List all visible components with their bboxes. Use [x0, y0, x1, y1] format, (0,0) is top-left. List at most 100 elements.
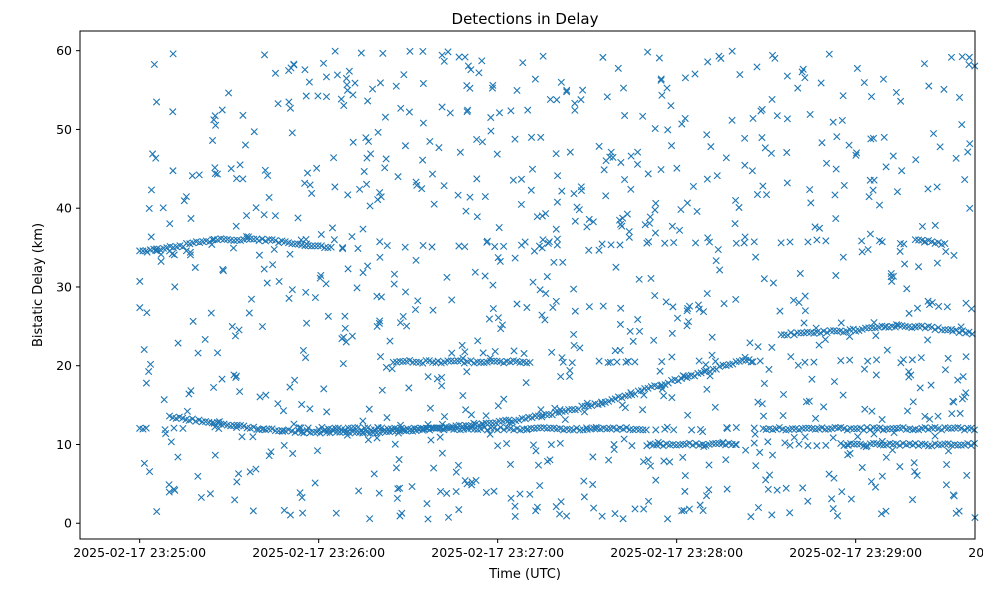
- detection-point: [557, 372, 565, 381]
- detection-point: [261, 166, 269, 174]
- track-point: [822, 441, 830, 449]
- detection-point: [395, 484, 404, 492]
- detection-point: [731, 220, 739, 228]
- detection-point: [689, 182, 697, 191]
- detection-point: [524, 106, 532, 114]
- detection-point: [860, 78, 868, 87]
- track-point: [253, 425, 261, 434]
- track-point: [523, 359, 531, 367]
- track-point: [215, 424, 223, 433]
- detection-point: [757, 107, 765, 115]
- track-point: [535, 242, 544, 250]
- detection-point: [364, 262, 372, 270]
- track-point: [217, 420, 225, 428]
- detection-point: [668, 329, 676, 337]
- detection-point: [288, 286, 296, 294]
- detection-point: [883, 346, 891, 354]
- track-point: [454, 357, 462, 365]
- detection-point: [740, 239, 748, 247]
- detection-point: [846, 332, 854, 341]
- detection-point: [209, 383, 218, 392]
- x-tick-label: 2025-02-17 23:27:00: [431, 545, 564, 560]
- detection-point: [748, 167, 756, 175]
- detection-point: [804, 497, 812, 505]
- detection-point: [238, 433, 246, 441]
- detection-point: [896, 247, 904, 255]
- detection-point: [299, 346, 307, 355]
- track-point: [875, 236, 884, 245]
- track-point: [220, 235, 228, 243]
- detection-point: [822, 159, 831, 167]
- detection-point: [667, 102, 675, 110]
- detection-point: [286, 383, 294, 391]
- track-point: [934, 238, 942, 247]
- detection-point: [947, 53, 956, 61]
- detection-point: [909, 398, 917, 406]
- track-point: [750, 439, 758, 447]
- detection-point: [296, 489, 304, 497]
- detection-point: [691, 239, 700, 247]
- detection-point: [844, 451, 852, 459]
- detection-point: [394, 485, 402, 493]
- detection-point: [174, 339, 182, 347]
- detection-point: [473, 135, 481, 144]
- detection-point: [438, 373, 446, 382]
- track-point: [970, 439, 978, 448]
- track-point: [150, 245, 158, 253]
- detection-point: [552, 297, 560, 305]
- track-point: [494, 442, 502, 450]
- detection-point: [716, 266, 724, 274]
- detection-point: [382, 363, 390, 371]
- detection-point: [941, 366, 950, 374]
- detection-point: [265, 193, 273, 202]
- detection-point: [213, 349, 222, 357]
- detection-point: [242, 211, 251, 220]
- detection-point: [252, 465, 260, 473]
- detection-point: [456, 148, 464, 156]
- y-tick-label: 10: [56, 437, 72, 452]
- detection-point: [531, 75, 539, 83]
- track-point: [301, 242, 309, 250]
- detection-point: [557, 78, 565, 86]
- detection-point: [925, 82, 933, 90]
- track-point: [271, 427, 279, 435]
- detection-point: [712, 257, 720, 265]
- detection-point: [458, 341, 466, 349]
- detection-point: [390, 270, 399, 278]
- detection-point: [783, 115, 792, 123]
- detection-point: [931, 221, 939, 229]
- detection-point: [230, 371, 238, 379]
- detection-point: [224, 89, 233, 97]
- track-point: [941, 440, 949, 448]
- detection-point: [213, 170, 221, 178]
- detection-point: [365, 405, 373, 413]
- track-point: [573, 424, 581, 432]
- track-point: [853, 440, 861, 448]
- detection-point: [494, 314, 503, 322]
- detection-point: [188, 172, 197, 180]
- detection-point: [493, 150, 501, 158]
- track-point: [321, 244, 329, 252]
- detection-point: [452, 468, 460, 476]
- detection-point: [599, 53, 607, 61]
- detection-point: [657, 166, 665, 174]
- detection-point: [489, 81, 497, 89]
- track-point: [813, 442, 821, 450]
- detection-point: [194, 349, 202, 357]
- detection-point: [466, 193, 474, 201]
- detection-point: [548, 348, 556, 356]
- detection-point: [478, 138, 487, 146]
- track-point: [576, 426, 584, 434]
- detection-point: [681, 114, 689, 123]
- detection-point: [511, 135, 519, 143]
- detection-point: [782, 484, 790, 492]
- detection-point: [247, 295, 256, 303]
- detection-point: [620, 435, 628, 443]
- track-point: [643, 239, 651, 247]
- track-point: [314, 242, 322, 250]
- detection-point: [211, 121, 220, 129]
- detection-point: [482, 488, 490, 497]
- track-point: [970, 426, 978, 434]
- detection-point: [301, 179, 309, 187]
- detection-point: [231, 496, 239, 504]
